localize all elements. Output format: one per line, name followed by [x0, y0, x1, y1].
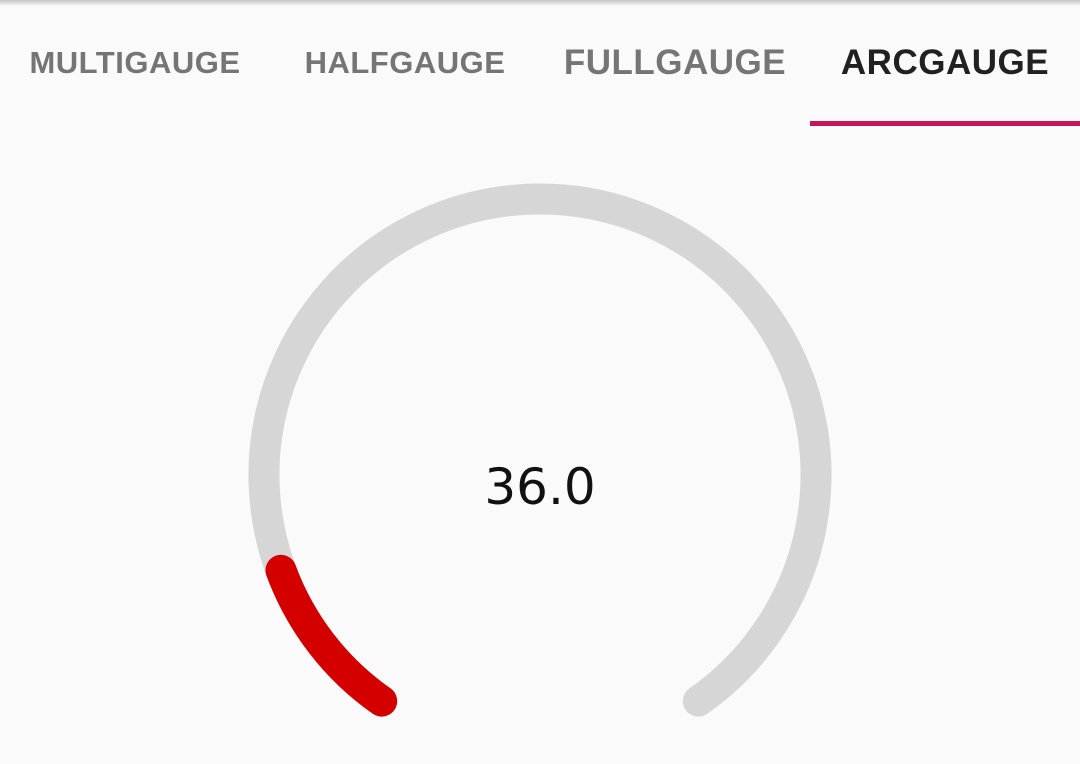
- tab-halfgauge-label: HALFGAUGE: [304, 45, 506, 80]
- tab-fullgauge-label: FULLGAUGE: [563, 43, 787, 82]
- gauge-track: [248, 183, 832, 717]
- gauge-value-label: 36.0: [484, 458, 596, 516]
- tab-arcgauge[interactable]: ARCGAUGE: [810, 0, 1080, 128]
- status-bar-shadow: [0, 0, 1080, 6]
- gauge-fill: [265, 554, 398, 717]
- tab-bar: MULTIGAUGE HALFGAUGE FULLGAUGE ARCGAUGE: [0, 0, 1080, 128]
- tab-halfgauge[interactable]: HALFGAUGE: [270, 0, 540, 128]
- tab-fullgauge[interactable]: FULLGAUGE: [540, 0, 810, 128]
- tab-multigauge-label: MULTIGAUGE: [29, 45, 241, 80]
- tab-multigauge[interactable]: MULTIGAUGE: [0, 0, 270, 128]
- active-tab-indicator: [810, 121, 1080, 126]
- tab-arcgauge-label: ARCGAUGE: [840, 43, 1050, 82]
